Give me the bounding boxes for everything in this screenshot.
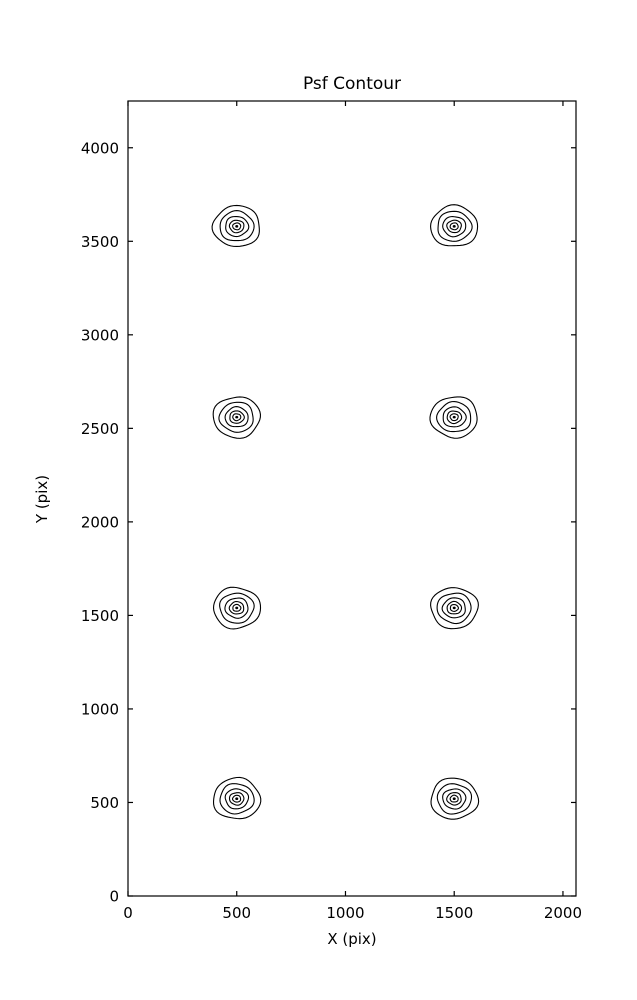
y-tick-label: 2500 (81, 420, 119, 438)
psf-center-point (452, 225, 456, 228)
contour-ring (229, 410, 245, 424)
contour-ring (212, 586, 262, 630)
contour-ring (449, 413, 459, 422)
y-axis-tick-labels: 0 500 1000 1500 2000 2500 3000 3500 4000 (81, 139, 119, 905)
contour-ring (442, 788, 467, 810)
contour-ring (218, 401, 254, 433)
psf-center-point (235, 225, 239, 228)
contour-ring (430, 204, 479, 247)
psf-contour-blob (430, 777, 480, 820)
y-axis-ticks (128, 147, 576, 897)
contour-ring (449, 604, 459, 612)
y-tick-label: 500 (90, 794, 119, 812)
psf-center-point (452, 415, 456, 419)
contour-ring (219, 592, 255, 624)
contour-ring (430, 587, 479, 630)
contour-ring (228, 600, 245, 615)
psf-center-point (235, 415, 239, 419)
x-axis-ticks (127, 101, 564, 896)
contour-series (211, 204, 480, 820)
psf-center-point (235, 797, 239, 801)
contour-ring (437, 210, 473, 242)
contour-ring (228, 792, 245, 806)
contour-ring (232, 603, 242, 612)
x-axis-tick-labels: 0 500 1000 1500 2000 (123, 904, 582, 922)
contour-ring (446, 792, 462, 806)
x-tick-label: 0 (123, 904, 133, 922)
contour-ring (441, 597, 466, 619)
psf-center-point (452, 797, 456, 801)
contour-ring (449, 222, 459, 231)
x-tick-label: 1500 (435, 904, 473, 922)
y-tick-label: 4000 (81, 139, 119, 157)
contour-ring (436, 400, 472, 433)
page-title: Psf Contour (303, 74, 401, 94)
contour-ring (232, 222, 242, 231)
y-tick-label: 1000 (81, 700, 119, 718)
axes-frame (127, 100, 577, 897)
contour-ring (219, 209, 255, 242)
psf-contour-blob (430, 587, 479, 630)
contour-ring (442, 406, 467, 428)
contour-ring (436, 783, 473, 815)
contour-ring (436, 592, 472, 625)
contour-ring (231, 794, 242, 803)
y-tick-label: 3500 (81, 233, 119, 251)
y-axis-label: Y (pix) (33, 475, 51, 524)
contour-ring (430, 777, 480, 820)
contour-ring (211, 204, 260, 248)
psf-contour-blob (211, 204, 260, 248)
contour-ring (212, 776, 262, 820)
contour-ring (446, 410, 463, 425)
contour-ring (442, 216, 467, 238)
contour-ring (429, 396, 478, 439)
contour-ring (224, 597, 249, 619)
contour-ring (212, 396, 261, 439)
contour-ring (449, 794, 459, 803)
contour-ring (224, 406, 249, 428)
x-tick-label: 1000 (326, 904, 364, 922)
psf-contour-blob (430, 204, 479, 247)
y-tick-label: 1500 (81, 607, 119, 625)
contour-ring (446, 219, 462, 234)
contour-ring (228, 219, 245, 234)
psf-contour-blob (212, 776, 262, 820)
x-tick-label: 2000 (544, 904, 582, 922)
y-tick-label: 3000 (81, 326, 119, 344)
contour-ring (219, 783, 255, 815)
psf-contour-blob (212, 586, 262, 630)
psf-contour-blob (429, 396, 478, 439)
psf-contour-blob (212, 396, 261, 439)
contour-ring (232, 413, 242, 422)
x-tick-label: 500 (222, 904, 251, 922)
contour-ring (224, 788, 250, 810)
y-tick-label: 2000 (81, 513, 119, 531)
contour-ring (225, 215, 250, 238)
psf-center-point (452, 606, 456, 610)
x-axis-label: X (pix) (327, 930, 376, 948)
y-tick-label: 0 (109, 888, 119, 906)
contour-ring (446, 600, 463, 615)
psf-center-point (235, 606, 239, 610)
